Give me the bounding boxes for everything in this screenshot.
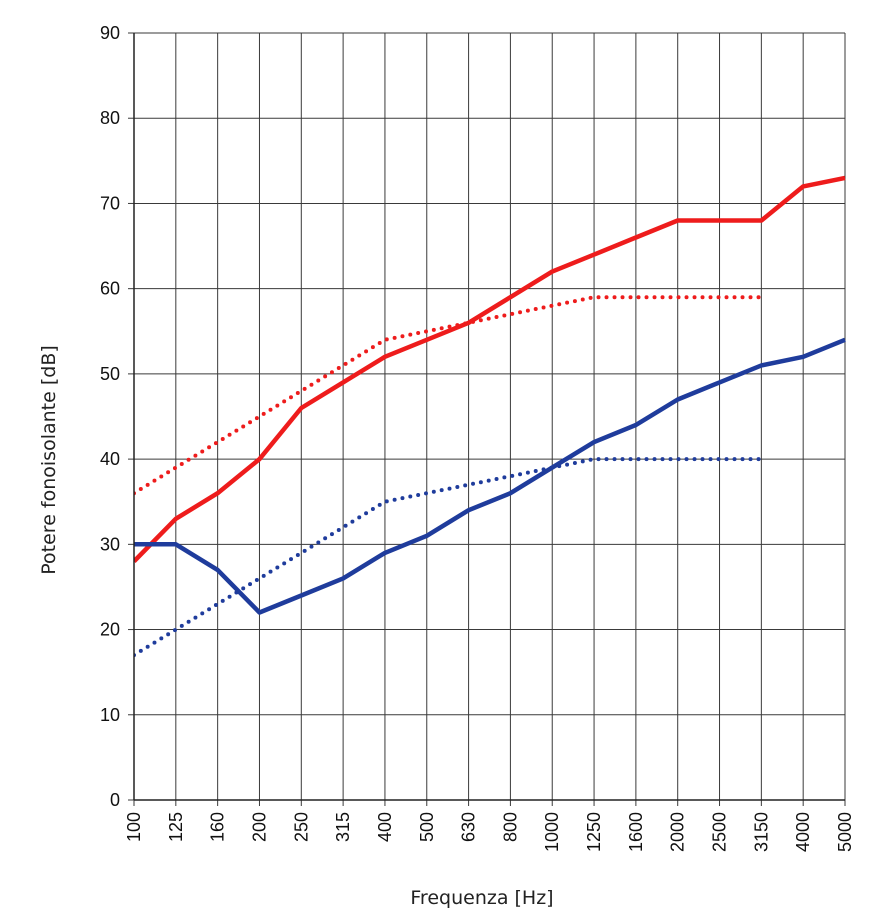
y-tick-label: 70	[100, 193, 120, 213]
y-axis-label: Potere fonoisolante [dB]	[38, 345, 60, 575]
x-tick-label: 4000	[793, 812, 813, 852]
axes	[128, 32, 846, 806]
series-line-3	[134, 337, 846, 615]
x-tick-label: 5000	[835, 812, 855, 852]
tick-labels: 0 10 20 30 40 50 60 70 80 90 100 125 160 200 250 315 400…	[100, 23, 855, 852]
x-tick-label: 160	[208, 812, 228, 842]
x-tick-label: 1000	[542, 812, 562, 852]
x-tick-label: 200	[249, 812, 269, 842]
y-tick-label: 50	[100, 364, 120, 384]
x-tick-label: 630	[459, 812, 479, 842]
grid	[134, 32, 846, 800]
y-tick-label: 60	[100, 279, 120, 299]
x-tick-label: 250	[291, 812, 311, 842]
x-tick-label: 100	[124, 812, 144, 842]
series-line-2	[134, 295, 764, 496]
x-tick-label: 1600	[626, 812, 646, 852]
y-tick-label: 10	[100, 705, 120, 725]
y-tick-label: 80	[100, 108, 120, 128]
x-axis-label: Frequenza [Hz]	[410, 887, 553, 909]
y-tick-label: 90	[100, 23, 120, 43]
x-tick-label: 1250	[584, 812, 604, 852]
x-tick-label: 2500	[710, 812, 730, 852]
y-tick-label: 20	[100, 620, 120, 640]
x-tick-label: 500	[417, 812, 437, 842]
y-tick-label: 40	[100, 449, 120, 469]
x-tick-label: 3150	[751, 812, 771, 852]
x-tick-label: 125	[166, 812, 186, 842]
x-tick-label: 315	[333, 812, 353, 842]
x-tick-label: 400	[375, 812, 395, 842]
x-tick-label: 800	[500, 812, 520, 842]
y-tick-label: 0	[110, 790, 120, 810]
x-tick-label: 2000	[668, 812, 688, 852]
series-line-4	[134, 457, 764, 658]
series-line-1	[134, 175, 846, 563]
y-tick-label: 30	[100, 534, 120, 554]
series-lines	[134, 175, 846, 658]
